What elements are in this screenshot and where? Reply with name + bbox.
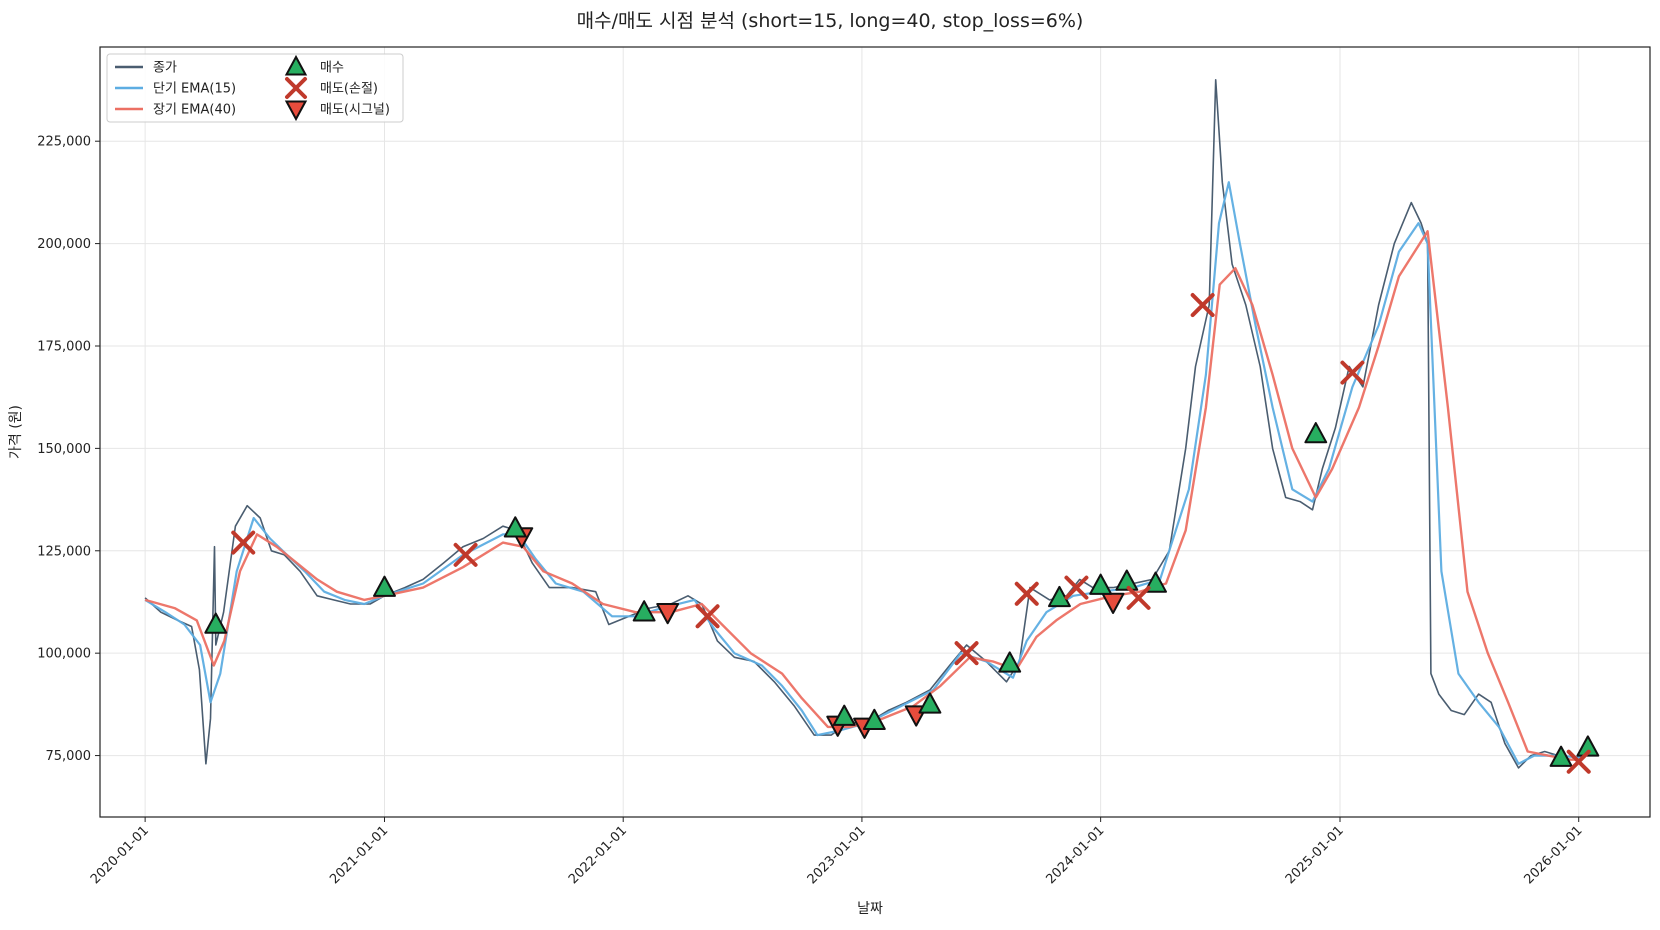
chart-title: 매수/매도 시점 분석 (short=15, long=40, stop_los…: [576, 10, 1084, 32]
y-tick-label: 175,000: [37, 339, 91, 354]
buy-marker: [862, 708, 886, 730]
legend-item: 단기 EMA(15): [115, 82, 236, 97]
x-tick-label: 2020-01-01: [88, 823, 152, 887]
sell-stop-marker: [1064, 575, 1089, 600]
sell-signal-marker: [656, 602, 680, 625]
buy-marker: [503, 516, 527, 538]
x-tick-label: 2024-01-01: [1043, 823, 1107, 887]
legend-swatch: [284, 100, 308, 122]
ema-long-line: [144, 230, 1582, 761]
legend-swatch: [284, 54, 308, 76]
y-tick-label: 75,000: [46, 749, 92, 764]
sell-stop-marker: [1126, 585, 1151, 610]
legend-label: 종가: [153, 61, 177, 76]
legend-item: 매도(손절): [285, 77, 378, 99]
buy-marker: [1576, 735, 1600, 757]
plot-frame: [99, 46, 1651, 818]
legend-item: 매도(시그널): [284, 100, 390, 122]
y-tick-label: 150,000: [37, 442, 91, 457]
legend-item: 종가: [115, 61, 177, 76]
sell-stop-marker: [453, 542, 478, 567]
legend-label: 매도(시그널): [320, 103, 390, 118]
close-price-line: [144, 79, 1592, 769]
buy-marker: [832, 704, 856, 726]
buy-marker: [1047, 585, 1071, 608]
x-tick-label: 2022-01-01: [566, 823, 630, 887]
buy-marker: [998, 651, 1022, 673]
sell-stop-marker: [1566, 749, 1591, 774]
legend-swatch: [285, 77, 307, 99]
sell-stop-marker: [1014, 581, 1039, 606]
buy-marker: [373, 575, 396, 597]
legend-label: 단기 EMA(15): [153, 82, 236, 97]
ema-short-line: [144, 181, 1582, 765]
legend-item: 매수: [284, 54, 344, 76]
x-tick-label: 2021-01-01: [327, 823, 391, 887]
legend-item: 장기 EMA(40): [115, 103, 236, 118]
y-tick-label: 225,000: [37, 135, 91, 150]
sell-stop-marker: [231, 530, 256, 555]
buy-marker: [632, 600, 656, 622]
y-tick-label: 200,000: [37, 237, 91, 252]
y-tick-label: 100,000: [37, 647, 91, 662]
buy-marker: [1115, 569, 1139, 591]
legend-label: 매수: [320, 61, 344, 76]
y-tick-label: 125,000: [37, 544, 91, 559]
sell-stop-marker: [954, 641, 979, 666]
legend-box: [106, 53, 404, 123]
x-axis-label: 날짜: [857, 901, 883, 917]
legend-label: 매도(손절): [320, 82, 378, 97]
sell-stop-marker: [1340, 360, 1365, 385]
sell-signal-marker: [1101, 592, 1125, 614]
sell-stop-marker: [695, 604, 720, 629]
legend-label: 장기 EMA(40): [153, 103, 236, 118]
x-tick-label: 2026-01-01: [1522, 823, 1586, 887]
buy-marker: [1089, 573, 1113, 595]
buy-marker: [1304, 422, 1328, 444]
buy-marker: [204, 612, 228, 634]
x-tick-label: 2025-01-01: [1283, 823, 1347, 887]
buy-marker: [1549, 745, 1573, 767]
sell-stop-marker: [1190, 293, 1215, 318]
buy-marker: [918, 692, 942, 714]
x-tick-label: 2023-01-01: [805, 823, 869, 887]
y-axis-label: 가격 (원): [8, 405, 24, 459]
